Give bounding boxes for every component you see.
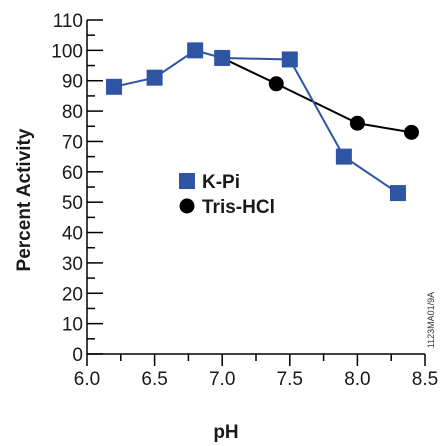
y-tick-label: 80: [62, 102, 83, 123]
y-tick-label: 100: [51, 41, 83, 62]
legend-label-tris-hcl: Tris-HCl: [202, 197, 275, 218]
y-tick-label: 90: [62, 72, 83, 93]
y-tick-label: 110: [53, 11, 83, 32]
data-point-tris-hcl: [403, 124, 419, 140]
y-tick-label: 60: [62, 163, 83, 184]
y-tick-label: 50: [62, 193, 83, 214]
data-point-k-pi: [187, 42, 204, 59]
legend-marker-tris-hcl: [179, 198, 195, 214]
y-axis-ticks: 0 10 20 30 40 50 60 70 80 90 100 110: [51, 11, 103, 366]
x-tick-label: 8.0: [344, 369, 370, 390]
x-axis-title: pH: [213, 422, 238, 443]
y-tick-label: 10: [62, 315, 83, 336]
legend-item-tris-hcl: Tris-HCl: [179, 197, 275, 218]
series-k-pi: [106, 42, 406, 202]
x-tick-label: 6.5: [141, 369, 167, 390]
x-tick-label: 6.0: [74, 369, 100, 390]
data-point-k-pi: [389, 185, 406, 202]
legend: K-Pi Tris-HCl: [179, 172, 275, 218]
x-tick-label: 8.5: [412, 369, 438, 390]
series-layer: [106, 42, 419, 202]
data-point-tris-hcl: [349, 115, 365, 131]
y-tick-label: 0: [72, 345, 83, 366]
y-axis-title: Percent Activity: [14, 128, 35, 271]
y-tick-label: 20: [62, 284, 83, 305]
legend-marker-k-pi: [179, 173, 195, 189]
x-tick-label: 7.5: [277, 369, 303, 390]
data-point-k-pi: [335, 148, 352, 165]
data-point-k-pi: [281, 51, 298, 68]
x-tick-label: 7.0: [209, 369, 235, 390]
series-tris-hcl: [214, 50, 419, 140]
data-point-tris-hcl: [268, 76, 284, 92]
y-tick-label: 30: [62, 254, 83, 275]
series-line-tris-hcl: [221, 57, 412, 134]
y-tick-label: 70: [62, 132, 83, 153]
x-axis-ticks: 6.0 6.5 7.0 7.5 8.0 8.5: [74, 354, 438, 390]
data-point-k-pi: [214, 49, 231, 66]
data-point-k-pi: [146, 69, 163, 86]
y-tick-label: 40: [62, 224, 83, 245]
legend-label-k-pi: K-Pi: [202, 172, 240, 193]
legend-item-k-pi: K-Pi: [179, 172, 240, 193]
figure-code: 1123MA01/9A: [426, 292, 436, 348]
data-point-k-pi: [106, 78, 123, 95]
